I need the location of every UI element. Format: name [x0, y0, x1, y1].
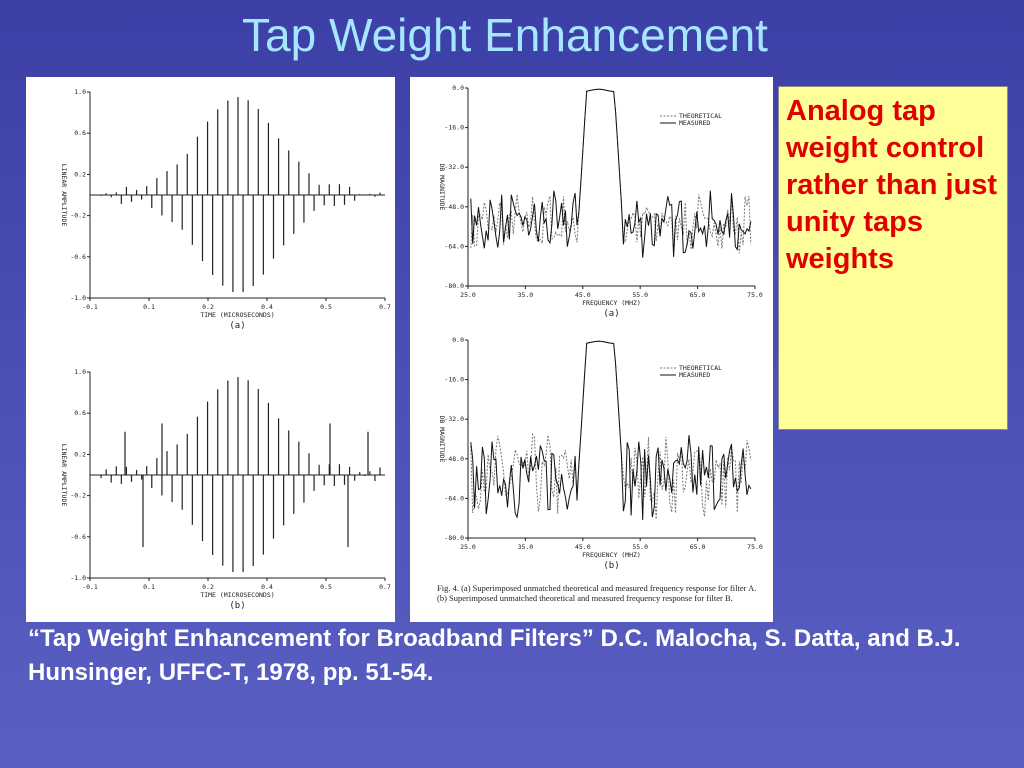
x-tick-label: 0.4 [261, 583, 273, 591]
x-tick-label: 35.0 [518, 291, 534, 299]
callout: Analog tap weight control rather than ju… [778, 86, 1008, 430]
y-tick-label: -48.0 [444, 203, 464, 211]
x-tick-label: 55.0 [632, 291, 648, 299]
figure-caption: Fig. 4. (a) Superimposed unmatched theor… [437, 583, 757, 603]
y-tick-label: 1.0 [74, 88, 86, 96]
x-tick-label: 75.0 [747, 291, 763, 299]
y-tick-label: 0.2 [74, 170, 86, 178]
y-tick-label: 0.6 [74, 129, 86, 137]
y-tick-label: -80.0 [444, 282, 464, 290]
x-tick-label: 65.0 [690, 543, 706, 551]
y-tick-label: -64.0 [444, 494, 464, 502]
y-tick-label: -16.0 [444, 124, 464, 132]
y-tick-label: -48.0 [444, 455, 464, 463]
x-tick-label: 25.0 [460, 543, 476, 551]
x-tick-label: 0.5 [320, 583, 332, 591]
x-tick-label: 75.0 [747, 543, 763, 551]
y-tick-label: -0.6 [70, 253, 86, 261]
x-tick-label: 25.0 [460, 291, 476, 299]
slide-title: Tap Weight Enhancement [242, 9, 768, 61]
panel-label: (a) [603, 309, 619, 319]
y-axis-label: LINEAR AMPLITUDE [60, 444, 68, 507]
x-tick-label: 0.5 [320, 303, 332, 311]
x-tick-label: -0.1 [82, 583, 98, 591]
x-axis-label: TIME (MICROSECONDS) [200, 591, 274, 599]
legend-label: MEASURED [679, 371, 710, 379]
x-axis-label: FREQUENCY (MHZ) [582, 299, 641, 307]
x-axis-label: FREQUENCY (MHZ) [582, 551, 641, 559]
y-tick-label: -32.0 [444, 163, 464, 171]
x-tick-label: 0.2 [202, 583, 214, 591]
x-tick-label: 45.0 [575, 543, 591, 551]
x-tick-label: 0.4 [261, 303, 273, 311]
response-curve [470, 340, 752, 520]
panel-label: (a) [229, 321, 245, 331]
y-tick-label: -0.6 [70, 533, 86, 541]
y-tick-label: 1.0 [74, 368, 86, 376]
y-tick-label: -16.0 [444, 376, 464, 384]
x-tick-label: -0.1 [82, 303, 98, 311]
response-curve [470, 340, 752, 520]
x-tick-label: 0.7 [379, 303, 391, 311]
y-axis-label: DB MAGNITUDE [438, 416, 446, 463]
y-tick-label: 0.6 [74, 409, 86, 417]
y-tick-label: -1.0 [70, 574, 86, 582]
legend-label: MEASURED [679, 119, 710, 127]
x-tick-label: 0.1 [143, 303, 155, 311]
y-tick-label: -80.0 [444, 534, 464, 542]
y-tick-label: 0.2 [74, 450, 86, 458]
x-axis-label: TIME (MICROSECONDS) [200, 311, 274, 319]
y-tick-label: 0.0 [452, 336, 464, 344]
x-tick-label: 45.0 [575, 291, 591, 299]
x-tick-label: 0.2 [202, 303, 214, 311]
y-tick-label: -1.0 [70, 294, 86, 302]
y-axis-label: DB MAGNITUDE [438, 164, 446, 211]
frequency-figure [410, 77, 773, 622]
x-tick-label: 35.0 [518, 543, 534, 551]
y-tick-label: -0.2 [70, 492, 86, 500]
x-tick-label: 65.0 [690, 291, 706, 299]
legend-label: THEORETICAL [679, 112, 722, 120]
response-curve [470, 88, 752, 258]
y-tick-label: -64.0 [444, 242, 464, 250]
x-tick-label: 0.1 [143, 583, 155, 591]
panel-label: (b) [603, 561, 619, 571]
panel-label: (b) [229, 601, 245, 611]
y-tick-label: -0.2 [70, 212, 86, 220]
legend-label: THEORETICAL [679, 364, 722, 372]
y-axis-label: LINEAR AMPLITUDE [60, 164, 68, 227]
impulse-figure [26, 77, 395, 622]
citation: “Tap Weight Enhancement for Broadband Fi… [28, 625, 961, 686]
y-tick-label: -32.0 [444, 415, 464, 423]
x-tick-label: 0.7 [379, 583, 391, 591]
y-tick-label: 0.0 [452, 84, 464, 92]
x-tick-label: 55.0 [632, 543, 648, 551]
